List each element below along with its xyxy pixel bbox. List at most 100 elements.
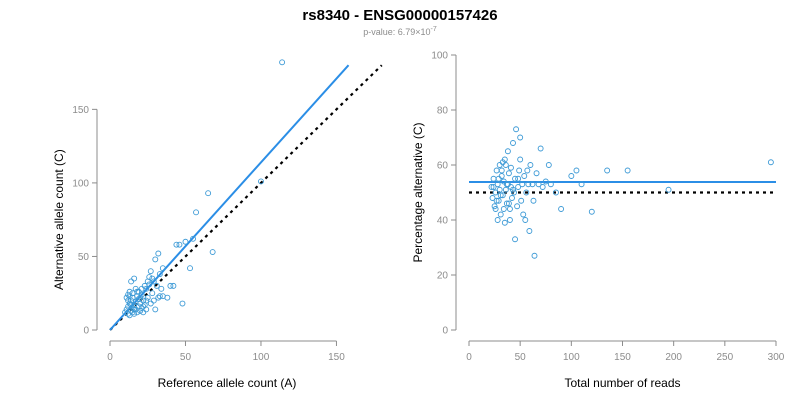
x-tick-label: 200 xyxy=(665,352,682,363)
data-point xyxy=(505,200,512,207)
data-point xyxy=(530,197,537,204)
data-point xyxy=(138,291,145,298)
data-point xyxy=(512,175,518,182)
data-point xyxy=(522,217,529,223)
data-point xyxy=(138,285,145,292)
data-point xyxy=(147,268,154,275)
x-tick-label: 300 xyxy=(768,352,785,363)
data-point xyxy=(140,309,147,316)
data-point xyxy=(131,275,138,282)
data-point xyxy=(144,294,151,301)
data-point xyxy=(506,217,513,223)
data-point xyxy=(129,304,136,311)
data-point xyxy=(525,181,532,188)
data-point xyxy=(558,206,565,212)
data-point xyxy=(512,236,518,243)
data-point xyxy=(542,178,549,185)
data-point xyxy=(518,197,525,204)
x-tick-label: 250 xyxy=(716,352,733,363)
data-point xyxy=(517,156,524,163)
data-point xyxy=(515,175,522,182)
data-point xyxy=(516,167,523,174)
data-point xyxy=(150,278,157,285)
right-scatter-panel: 0 50 100 150 200 250 300 0 20 40 60 80 100 Total numb… xyxy=(411,51,785,391)
y-tick-label: 40 xyxy=(437,216,449,227)
data-point xyxy=(279,59,286,66)
data-point xyxy=(501,219,508,226)
subtitle-prefix: p-value: 6.79×10 xyxy=(363,27,430,37)
data-point xyxy=(156,293,163,300)
data-point xyxy=(494,181,501,188)
data-point xyxy=(493,197,500,204)
data-point xyxy=(767,159,774,166)
data-point xyxy=(505,170,512,177)
data-point xyxy=(568,173,575,179)
data-point xyxy=(539,184,546,190)
chart-title: rs8340 - ENSG00000157426 xyxy=(302,7,497,24)
data-point xyxy=(134,309,141,316)
data-point xyxy=(506,206,513,212)
data-point xyxy=(159,265,166,272)
data-point xyxy=(131,306,138,313)
x-tick-label: 50 xyxy=(515,352,527,363)
y-tick-label: 80 xyxy=(437,106,449,117)
data-point xyxy=(498,173,505,179)
data-point xyxy=(179,300,186,307)
data-point xyxy=(143,306,150,313)
data-point xyxy=(526,228,533,234)
data-point xyxy=(156,271,163,278)
data-point xyxy=(492,206,499,212)
data-point xyxy=(520,211,527,218)
x-tick-label: 150 xyxy=(328,352,345,363)
data-point xyxy=(496,186,503,193)
data-point xyxy=(490,175,497,182)
data-point xyxy=(170,282,177,289)
data-point xyxy=(513,126,520,133)
left-scatter-panel: 0 50 100 150 0 50 100 150 Reference allele count… xyxy=(52,59,383,390)
data-point xyxy=(488,184,495,190)
y-axis-label: Alternative allele count (C) xyxy=(52,149,66,290)
x-tick-label: 100 xyxy=(563,352,580,363)
y-tick-label: 0 xyxy=(442,326,448,337)
data-point xyxy=(537,145,544,152)
y-tick-label: 60 xyxy=(437,161,449,172)
data-point xyxy=(258,178,264,185)
data-point xyxy=(132,285,139,292)
x-tick-label: 50 xyxy=(180,352,192,363)
data-point xyxy=(495,175,502,182)
y-tick-label: 0 xyxy=(83,326,89,337)
data-point xyxy=(205,190,212,197)
data-point xyxy=(164,294,171,301)
data-point xyxy=(604,167,611,174)
data-point xyxy=(167,282,174,289)
plot-area xyxy=(469,126,776,259)
data-point xyxy=(553,189,559,196)
data-point xyxy=(499,192,506,199)
data-point xyxy=(503,200,510,207)
data-point xyxy=(511,189,517,196)
x-tick-label: 0 xyxy=(466,352,472,363)
data-point xyxy=(490,184,497,190)
plot-area xyxy=(109,59,383,331)
y-tick-label: 100 xyxy=(431,51,448,62)
data-point xyxy=(498,167,505,174)
data-point xyxy=(137,294,144,301)
data-point xyxy=(143,297,150,304)
y-tick-label: 150 xyxy=(72,105,89,116)
data-point xyxy=(508,164,514,171)
data-point xyxy=(504,148,511,155)
data-point xyxy=(152,256,159,263)
data-point xyxy=(153,282,160,289)
data-point xyxy=(588,208,595,215)
data-point xyxy=(150,297,157,304)
subtitle-exponent: -7 xyxy=(431,26,437,33)
data-point xyxy=(141,282,148,289)
data-point xyxy=(493,167,500,174)
data-point xyxy=(137,307,144,314)
data-point xyxy=(545,162,552,168)
data-point xyxy=(521,173,528,179)
data-point xyxy=(149,275,156,282)
data-point xyxy=(123,294,130,301)
data-point xyxy=(190,235,196,242)
